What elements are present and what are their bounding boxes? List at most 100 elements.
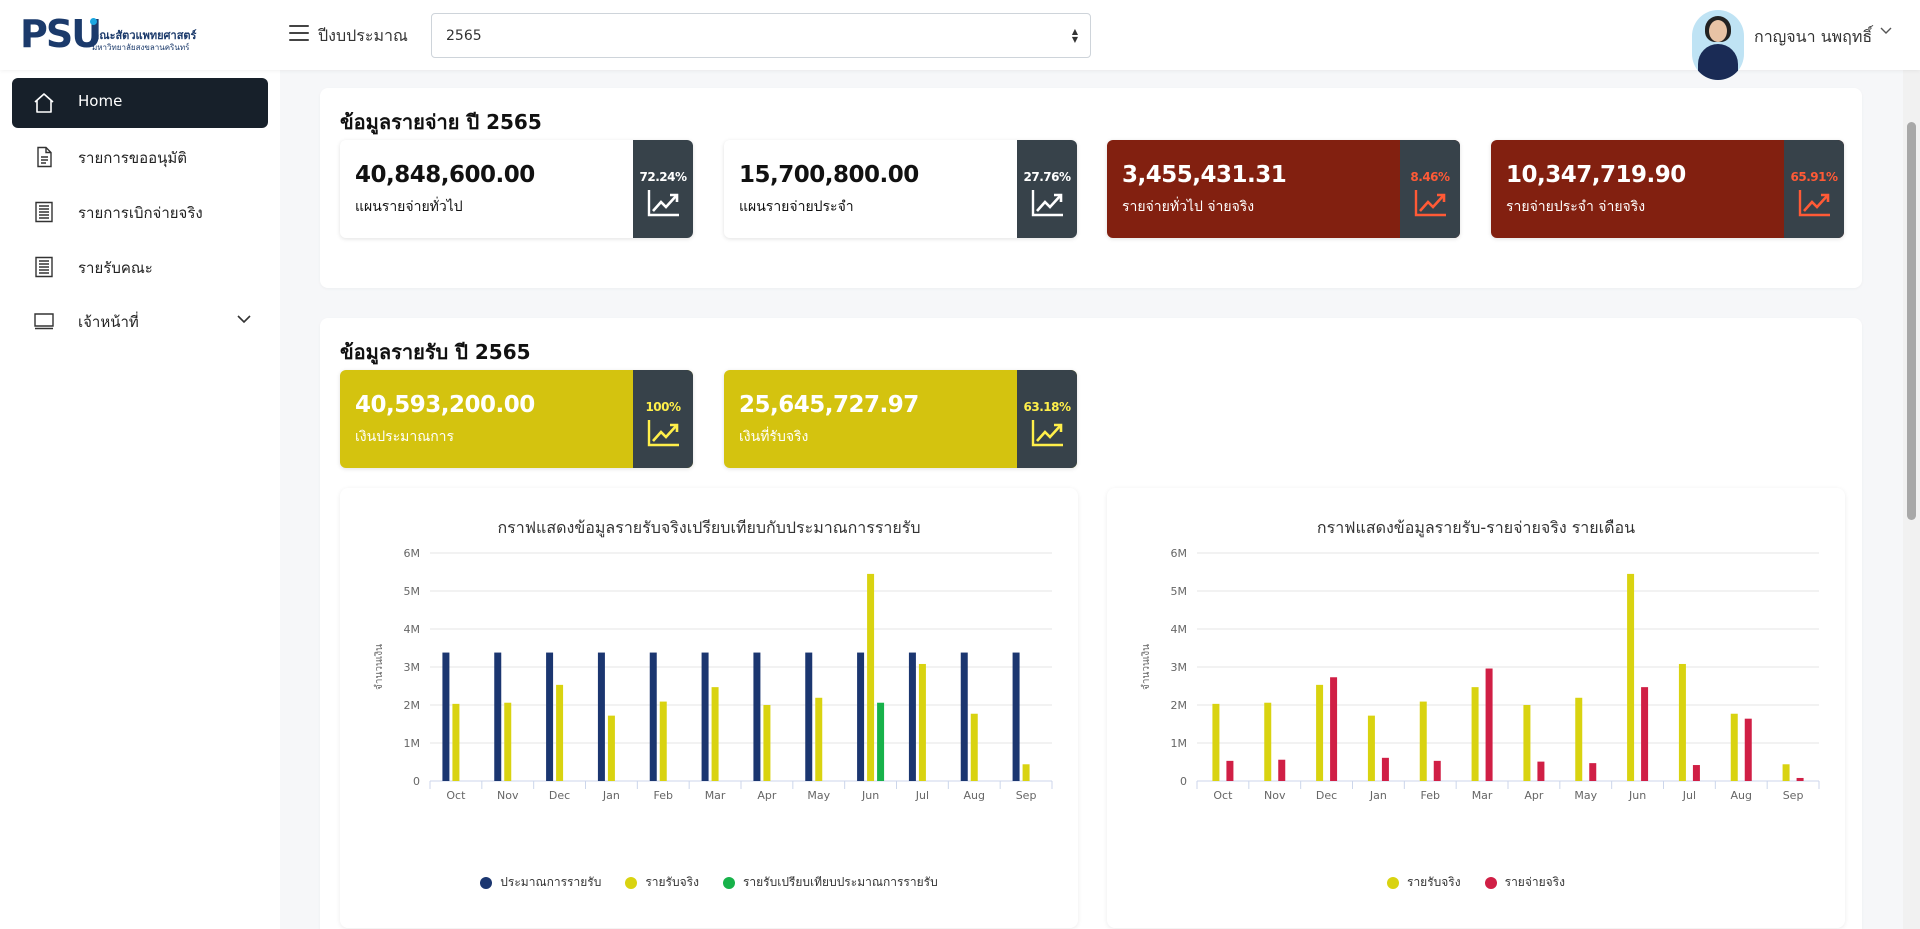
y-tick-label: 3M [404,661,421,674]
scrollbar-thumb[interactable] [1907,122,1916,520]
selected-year-value: 2565 [446,27,482,44]
bar-oct-series-1[interactable] [1226,760,1234,781]
page-scrollbar[interactable] [1903,70,1920,929]
bar-jun-series-0[interactable] [1627,573,1635,781]
bar-apr-series-1[interactable] [1537,761,1545,781]
bar-jul-series-0[interactable] [1678,663,1686,781]
bar-jun-series-1[interactable] [867,573,875,781]
bar-mar-series-1[interactable] [1485,668,1493,781]
bar-dec-series-1[interactable] [1330,677,1338,781]
expense-card-regular-plan[interactable]: 15,700,800.00 แผนรายจ่ายประจำ 27.76% [724,140,1077,238]
bar-jul-series-0[interactable] [908,652,916,781]
expense-card-general-actual[interactable]: 3,455,431.31 รายจ่ายทั่วไป จ่ายจริง 8.46… [1107,140,1460,238]
bar-feb-series-0[interactable] [1419,701,1427,781]
expense-card-general-plan[interactable]: 40,848,600.00 แผนรายจ่ายทั่วไป 72.24% [340,140,693,238]
sidebar-item-home[interactable]: Home [12,78,268,128]
x-tick-label: May [1574,789,1597,802]
budget-year-select[interactable]: 2565 ▲ ▼ [431,13,1091,58]
legend-label: รายรับจริง [645,875,699,889]
bar-jan-series-0[interactable] [1367,715,1375,781]
income-vs-estimate-chart: กราฟแสดงข้อมูลรายรับจริงเปรียบเทียบกับปร… [340,488,1078,928]
chart-legend: ประมาณการรายรับ รายรับจริง รายรับเปรียบเ… [340,873,1078,892]
bar-jul-series-1[interactable] [918,663,926,781]
bar-apr-series-0[interactable] [1523,705,1531,781]
legend-item-estimated-income[interactable]: ประมาณการรายรับ [480,873,601,892]
monthly-income-expense-chart-plot: 0 1M 2M 3M 4M 5M 6M จำนวนเงิน Oct Nov Dec Jan Feb Mar… [1141,547,1820,802]
card-side-panel: 72.24% [633,140,693,238]
receipt-icon [35,256,53,278]
bar-may-series-1[interactable] [815,697,823,781]
legend-item-income-comparison[interactable]: รายรับเปรียบเทียบประมาณการรายรับ [722,873,938,892]
sidebar-item-approval-requests[interactable]: รายการขออนุมัติ [12,132,268,182]
menu-toggle-icon[interactable] [289,25,309,43]
expense-card-regular-actual[interactable]: 10,347,719.90 รายจ่ายประจำ จ่ายจริง 65.9… [1491,140,1844,238]
bar-jan-series-1[interactable] [607,715,615,781]
bar-mar-series-1[interactable] [711,687,719,781]
bar-nov-series-1[interactable] [1278,759,1286,781]
bar-dec-series-0[interactable] [546,652,554,781]
x-tick-label: Nov [497,789,519,802]
sidebar-item-staff[interactable]: เจ้าหน้าที่ [12,296,268,346]
legend-item-actual-income[interactable]: รายรับจริง [1387,873,1461,892]
bar-apr-series-1[interactable] [763,705,771,781]
bar-jan-series-0[interactable] [597,652,605,781]
bar-oct-series-1[interactable] [452,703,460,781]
bar-aug-series-0[interactable] [1730,713,1738,781]
bar-jan-series-1[interactable] [1381,757,1389,781]
bar-oct-series-0[interactable] [442,652,450,781]
x-tick-label: Nov [1264,789,1286,802]
x-tick-label: Dec [549,789,570,802]
bar-sep-series-1[interactable] [1022,764,1030,781]
bar-nov-series-1[interactable] [504,702,512,781]
bar-feb-series-0[interactable] [649,652,657,781]
bar-sep-series-1[interactable] [1796,777,1804,781]
y-tick-label: 1M [404,737,421,750]
legend-item-actual-income[interactable]: รายรับจริง [625,873,699,892]
bar-dec-series-0[interactable] [1316,684,1324,781]
bar-nov-series-0[interactable] [1264,702,1272,781]
income-card-received[interactable]: 25,645,727.97 เงินที่รับจริง 63.18% [724,370,1077,468]
x-tick-label: Sep [1016,789,1037,802]
psu-logo[interactable]: PSU คณะสัตวแพทยศาสตร์ มหาวิทยาลัยสงขลานค… [20,12,200,56]
bar-mar-series-0[interactable] [1471,687,1479,781]
bar-sep-series-0[interactable] [1012,652,1020,781]
bar-aug-series-1[interactable] [1744,718,1752,781]
bar-dec-series-1[interactable] [556,684,564,781]
trend-up-icon [1414,190,1446,217]
y-tick-label: 2M [1171,699,1188,712]
card-value: 40,848,600.00 [355,162,535,188]
bar-may-series-1[interactable] [1589,763,1597,781]
bar-apr-series-0[interactable] [753,652,761,781]
expense-panel: ข้อมูลรายจ่าย ปี 2565 40,848,600.00 แผนร… [320,88,1862,288]
bar-sep-series-0[interactable] [1782,764,1790,781]
card-label: เงินประมาณการ [355,429,455,445]
expense-panel-title: ข้อมูลรายจ่าย ปี 2565 [340,110,542,134]
bar-aug-series-1[interactable] [970,713,978,781]
y-tick-label: 4M [404,623,421,636]
monitor-icon [34,313,54,330]
user-menu[interactable]: กาญจนา นพฤทธิ์ [1692,10,1892,80]
bar-nov-series-0[interactable] [494,652,502,781]
bar-feb-series-1[interactable] [1433,760,1441,781]
bar-oct-series-0[interactable] [1212,703,1220,781]
bar-may-series-0[interactable] [805,652,813,781]
legend-item-actual-expense[interactable]: รายจ่ายจริง [1484,873,1565,892]
sidebar-item-faculty-income[interactable]: รายรับคณะ [12,242,268,292]
trend-up-icon [1031,420,1063,447]
bar-may-series-0[interactable] [1575,697,1583,781]
chart-legend: รายรับจริง รายจ่ายจริง [1107,873,1845,892]
bar-feb-series-1[interactable] [659,701,667,781]
bar-aug-series-0[interactable] [960,652,968,781]
legend-label: รายจ่ายจริง [1504,875,1565,889]
bar-jun-series-2[interactable] [877,702,885,781]
income-panel: ข้อมูลรายรับ ปี 2565 40,593,200.00 เงินป… [320,318,1862,929]
x-tick-label: Apr [1524,789,1544,802]
bar-jul-series-1[interactable] [1692,765,1700,781]
sidebar-item-actual-disbursement[interactable]: รายการเบิกจ่ายจริง [12,187,268,237]
bar-mar-series-0[interactable] [701,652,709,781]
bar-jun-series-1[interactable] [1641,687,1649,781]
bar-jun-series-0[interactable] [857,652,865,781]
card-percent: 63.18% [1023,400,1071,414]
trend-up-icon [1798,190,1830,217]
income-card-estimated[interactable]: 40,593,200.00 เงินประมาณการ 100% [340,370,693,468]
